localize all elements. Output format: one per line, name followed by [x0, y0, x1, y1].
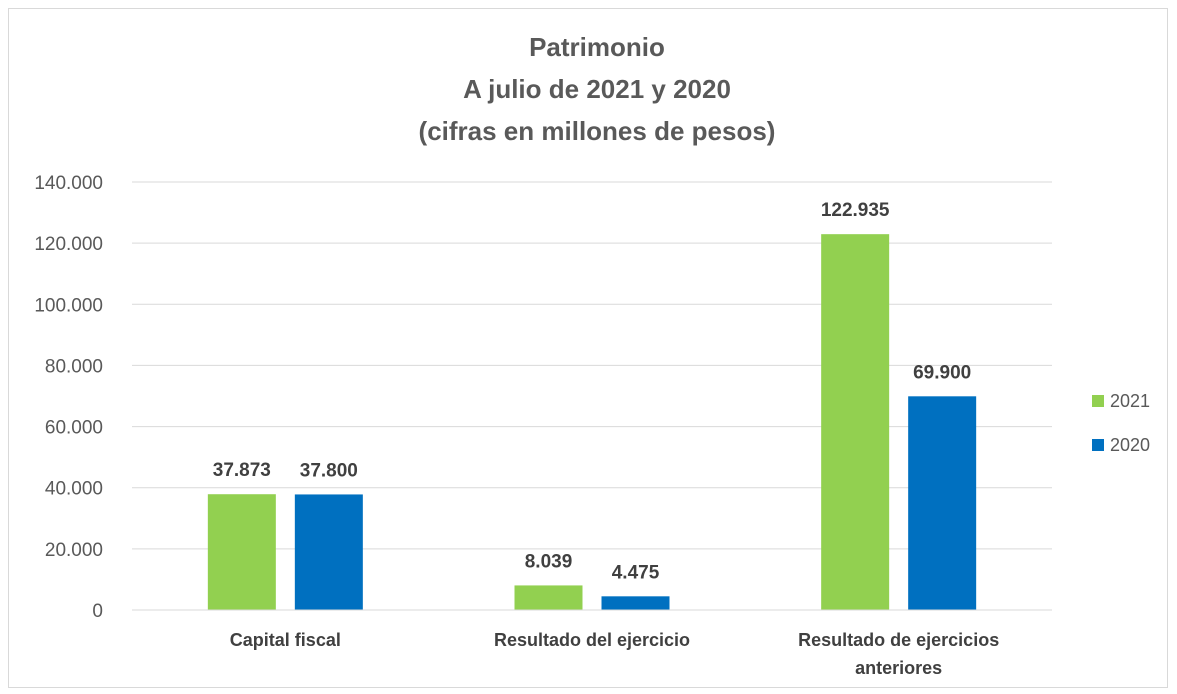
x-category-label: anteriores	[855, 658, 942, 678]
y-tick-label: 60.000	[45, 418, 103, 439]
legend-label: 2020	[1110, 435, 1150, 455]
chart-title-line: Patrimonio	[529, 32, 665, 62]
y-tick-label: 100.000	[34, 295, 103, 316]
data-label: 37.800	[300, 460, 358, 481]
x-category-label: Capital fiscal	[230, 630, 341, 650]
y-tick-label: 0	[92, 601, 103, 622]
data-label: 8.039	[525, 551, 573, 572]
data-label: 37.873	[213, 460, 271, 481]
bar-2021	[514, 585, 583, 610]
chart-title-line: (cifras en millones de pesos)	[419, 116, 776, 146]
data-label: 69.900	[913, 362, 971, 383]
y-tick-label: 40.000	[45, 479, 103, 500]
bar-2020	[294, 494, 363, 610]
legend-swatch-2021	[1092, 395, 1104, 407]
data-label: 122.935	[821, 200, 890, 221]
legend-swatch-2020	[1092, 439, 1104, 451]
chart-title-line: A julio de 2021 y 2020	[463, 74, 731, 104]
x-category-label: Resultado del ejercicio	[494, 630, 690, 650]
data-label: 4.475	[612, 562, 660, 583]
x-category-label: Resultado de ejercicios	[798, 630, 999, 650]
y-tick-label: 20.000	[45, 540, 103, 561]
bar-2021	[821, 234, 890, 610]
y-tick-label: 80.000	[45, 356, 103, 377]
bar-2021	[207, 494, 276, 610]
y-tick-label: 140.000	[34, 173, 103, 194]
y-tick-label: 120.000	[34, 234, 103, 255]
bar-2020	[908, 396, 977, 610]
legend-label: 2021	[1110, 391, 1150, 411]
bar-2020	[601, 596, 670, 610]
